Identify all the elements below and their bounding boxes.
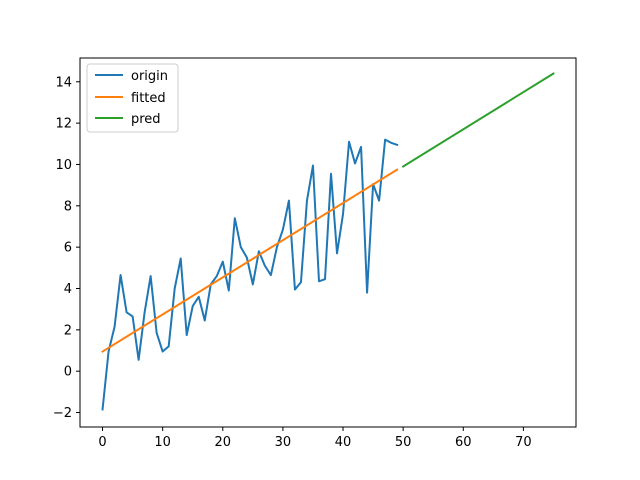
legend-label-pred: pred bbox=[131, 112, 161, 127]
x-tick-label: 60 bbox=[455, 435, 472, 450]
x-tick-label: 10 bbox=[154, 435, 171, 450]
legend-box bbox=[86, 63, 179, 133]
y-tick-label: 14 bbox=[55, 75, 72, 90]
y-tick-label: 0 bbox=[64, 365, 72, 380]
y-tick-label: 12 bbox=[55, 117, 72, 132]
x-tick-label: 40 bbox=[335, 435, 352, 450]
plot-frame bbox=[79, 57, 577, 428]
x-tick-label: 50 bbox=[395, 435, 412, 450]
y-tick-label: 4 bbox=[64, 282, 72, 297]
legend-label-fitted: fitted bbox=[131, 91, 166, 106]
y-tick-label: 2 bbox=[64, 323, 72, 338]
series-line-origin bbox=[101, 138, 399, 411]
y-axis: −2 0 2 4 6 8 10 12 14 bbox=[53, 75, 80, 421]
y-tick-label: 10 bbox=[55, 158, 72, 173]
y-tick-label: 6 bbox=[64, 241, 72, 256]
legend-label-origin: origin bbox=[131, 69, 168, 84]
series-line-pred bbox=[401, 72, 555, 168]
x-tick-label: 30 bbox=[275, 435, 292, 450]
legend: origin fitted pred bbox=[86, 63, 179, 133]
series-line-fitted bbox=[101, 168, 399, 353]
x-tick-label: 70 bbox=[515, 435, 532, 450]
x-tick-label: 20 bbox=[215, 435, 232, 450]
x-axis: 0 10 20 30 40 50 60 70 bbox=[98, 427, 532, 450]
series-layer bbox=[101, 72, 555, 411]
y-tick-label: 8 bbox=[64, 199, 72, 214]
y-tick-label: −2 bbox=[53, 406, 72, 421]
x-tick-label: 0 bbox=[98, 435, 106, 450]
